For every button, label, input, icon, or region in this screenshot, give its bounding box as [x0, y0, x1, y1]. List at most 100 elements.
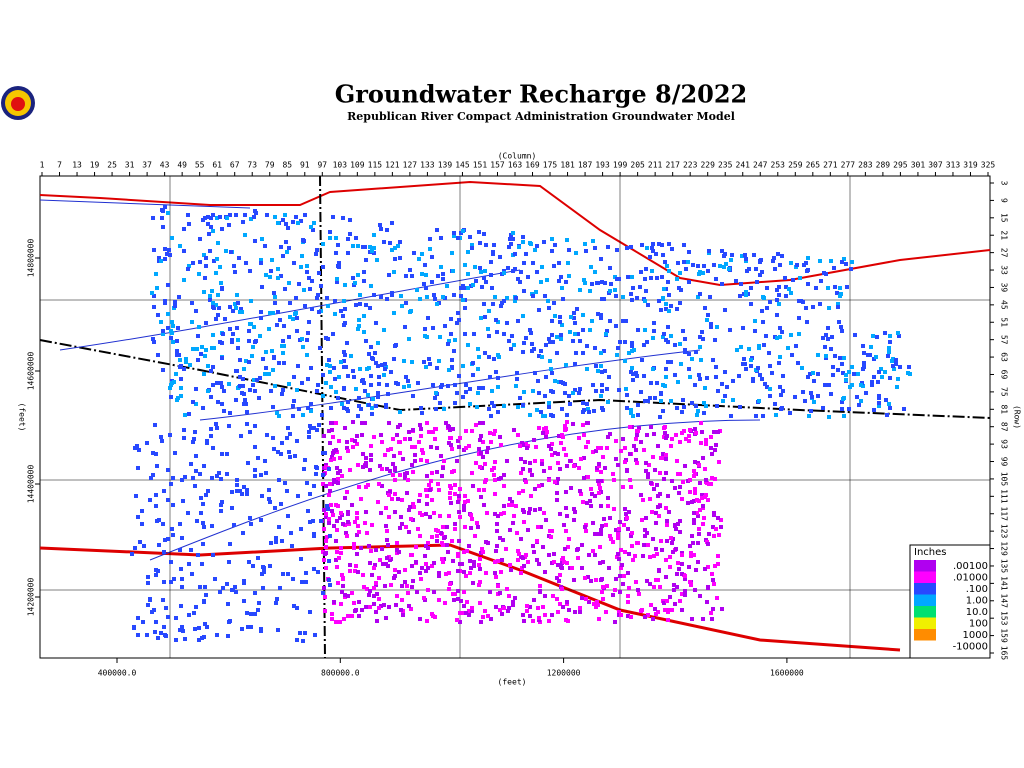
recharge-cell [463, 494, 467, 498]
recharge-cell [328, 482, 332, 486]
recharge-cell [575, 548, 579, 552]
recharge-cell [555, 597, 559, 601]
recharge-cell [601, 408, 605, 412]
recharge-cell [578, 610, 582, 614]
recharge-cell [722, 265, 726, 269]
recharge-cell [385, 228, 389, 232]
recharge-cell [180, 478, 184, 482]
recharge-cell [526, 560, 530, 564]
recharge-cell [723, 394, 727, 398]
recharge-cell [709, 435, 713, 439]
recharge-cell [599, 364, 603, 368]
legend-swatch [914, 560, 936, 572]
recharge-cell [272, 447, 276, 451]
recharge-cell [723, 252, 727, 256]
recharge-cell [468, 402, 472, 406]
recharge-cell [317, 423, 321, 427]
recharge-cell [494, 575, 498, 579]
recharge-cell [456, 311, 460, 315]
recharge-cell [511, 603, 515, 607]
recharge-cell [231, 309, 235, 313]
recharge-cell [841, 397, 845, 401]
recharge-cell [294, 215, 298, 219]
recharge-cell [826, 337, 830, 341]
recharge-cell [568, 459, 572, 463]
recharge-cell [563, 391, 567, 395]
recharge-cell [447, 441, 451, 445]
recharge-cell [642, 448, 646, 452]
recharge-cell [204, 593, 208, 597]
recharge-cell [629, 245, 633, 249]
recharge-cell [859, 383, 863, 387]
recharge-cell [660, 275, 664, 279]
recharge-cell [305, 353, 309, 357]
recharge-cell [133, 546, 137, 550]
recharge-cell [443, 601, 447, 605]
recharge-cell [368, 468, 372, 472]
recharge-cell [361, 378, 365, 382]
recharge-cell [675, 277, 679, 281]
recharge-cell [393, 492, 397, 496]
recharge-cell [582, 476, 586, 480]
column-label: 109 [350, 161, 365, 170]
recharge-cell [203, 622, 207, 626]
recharge-cell [446, 342, 450, 346]
recharge-cell [653, 396, 657, 400]
y-tick-label: 14200000 [27, 578, 36, 617]
recharge-cell [573, 388, 577, 392]
recharge-cell [453, 527, 457, 531]
recharge-cell [390, 221, 394, 225]
recharge-cell [651, 367, 655, 371]
recharge-cell [641, 554, 645, 558]
recharge-cell [716, 562, 720, 566]
recharge-cell [681, 329, 685, 333]
recharge-cell [826, 286, 830, 290]
recharge-cell [613, 288, 617, 292]
recharge-cell [629, 370, 633, 374]
recharge-cell [655, 552, 659, 556]
recharge-cell [174, 616, 178, 620]
recharge-cell [600, 280, 604, 284]
recharge-cell [683, 589, 687, 593]
recharge-cell [353, 520, 357, 524]
recharge-cell [708, 295, 712, 299]
recharge-cell [324, 545, 328, 549]
recharge-cell [264, 366, 268, 370]
recharge-cell [391, 473, 395, 477]
recharge-cell [513, 596, 517, 600]
recharge-cell [331, 215, 335, 219]
recharge-cell [731, 379, 735, 383]
recharge-cell [652, 432, 656, 436]
recharge-cell [654, 252, 658, 256]
recharge-cell [186, 511, 190, 515]
recharge-cell [281, 388, 285, 392]
recharge-cell [724, 262, 728, 266]
recharge-cell [262, 566, 266, 570]
recharge-cell [268, 311, 272, 315]
recharge-cell [336, 477, 340, 481]
recharge-cell [478, 601, 482, 605]
recharge-cell [453, 483, 457, 487]
recharge-cell [692, 511, 696, 515]
recharge-cell [242, 392, 246, 396]
recharge-cell [673, 373, 677, 377]
recharge-cell [336, 243, 340, 247]
recharge-cell [439, 265, 443, 269]
recharge-cell [509, 347, 513, 351]
recharge-cell [310, 307, 314, 311]
recharge-cell [345, 440, 349, 444]
recharge-cell [241, 531, 245, 535]
recharge-cell [209, 225, 213, 229]
recharge-cell [530, 473, 534, 477]
recharge-cell [152, 248, 156, 252]
recharge-cell [487, 309, 491, 313]
recharge-cell [182, 278, 186, 282]
recharge-cell [659, 539, 663, 543]
recharge-cell [375, 258, 379, 262]
recharge-cell [496, 353, 500, 357]
recharge-cell [668, 555, 672, 559]
recharge-cell [206, 222, 210, 226]
recharge-cell [710, 476, 714, 480]
recharge-cell [352, 601, 356, 605]
recharge-cell [341, 314, 345, 318]
